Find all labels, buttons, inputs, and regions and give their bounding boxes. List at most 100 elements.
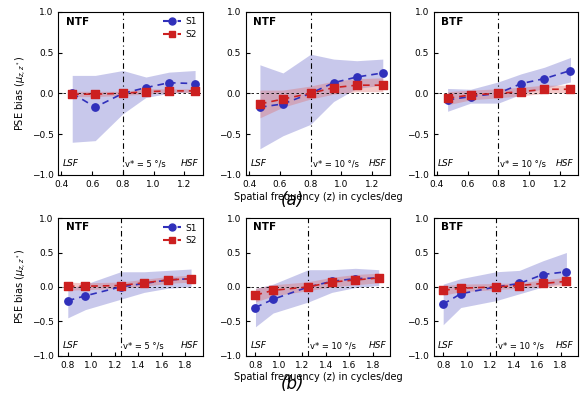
Point [251,292,260,298]
Point [562,278,571,285]
Text: HSF: HSF [556,159,574,168]
Point [140,280,149,286]
Point [327,278,336,285]
Point [566,67,575,73]
Point [163,277,172,283]
Point [352,82,361,88]
Text: v* = 10 °/s: v* = 10 °/s [500,159,547,168]
Legend: S1, S2: S1, S2 [162,16,198,40]
Point [515,282,524,288]
Text: HSF: HSF [369,341,386,350]
Point [251,304,260,310]
Point [164,80,173,86]
Text: HSF: HSF [181,159,199,168]
Point [255,104,265,110]
Point [63,298,72,304]
Y-axis label: PSE bias $({\mu}_{z,z^*})$: PSE bias $({\mu}_{z,z^*})$ [14,249,29,325]
X-axis label: Spatial frequency (z) in cycles/deg: Spatial frequency (z) in cycles/deg [234,191,402,202]
Point [515,280,524,286]
Text: NTF: NTF [65,17,89,27]
Point [306,90,315,96]
Text: v* = 5 °/s: v* = 5 °/s [125,159,166,168]
Point [374,275,384,281]
Text: (a): (a) [280,191,304,209]
Point [63,283,72,289]
Point [163,277,172,283]
Point [562,269,571,275]
Point [186,275,196,282]
Text: v* = 5 °/s: v* = 5 °/s [123,341,164,350]
Point [466,92,475,98]
Point [68,90,77,96]
Point [491,284,500,290]
Text: NTF: NTF [253,17,276,27]
Point [443,95,452,101]
Text: v* = 10 °/s: v* = 10 °/s [313,159,359,168]
Point [118,90,127,96]
Point [327,279,336,285]
Point [443,97,452,103]
Point [116,282,126,288]
Text: HSF: HSF [369,159,386,168]
Point [269,287,278,294]
Point [186,275,196,282]
Point [141,88,151,95]
X-axis label: Spatial frequency (z) in cycles/deg: Spatial frequency (z) in cycles/deg [234,372,402,382]
Point [255,101,265,107]
Point [91,104,100,110]
Point [81,283,90,289]
Point [164,88,173,94]
Text: v* = 10 °/s: v* = 10 °/s [311,341,356,350]
Point [439,301,448,307]
Point [540,75,549,82]
Point [304,284,313,290]
Point [350,275,360,282]
Point [517,88,526,95]
Point [141,84,151,91]
Point [466,94,475,100]
Point [456,291,465,297]
Point [306,90,315,96]
Text: HSF: HSF [181,341,199,350]
Text: LSF: LSF [251,159,266,168]
Point [304,284,313,290]
Text: LSF: LSF [62,341,79,350]
Text: LSF: LSF [251,341,266,350]
Point [538,271,548,277]
Point [493,90,503,96]
Point [493,90,503,96]
Point [378,82,387,88]
Point [190,81,200,87]
Text: LSF: LSF [62,159,79,168]
Point [269,296,278,303]
Point [538,280,548,286]
Text: NTF: NTF [253,222,276,232]
Text: NTF: NTF [65,222,89,232]
Point [190,88,200,94]
Point [116,284,126,290]
Point [279,101,288,107]
Text: v* = 10 °/s: v* = 10 °/s [498,341,544,350]
Point [517,81,526,87]
Point [329,80,338,86]
Point [350,277,360,283]
Text: (b): (b) [280,375,304,393]
Legend: S1, S2: S1, S2 [162,222,198,246]
Text: LSF: LSF [438,341,454,350]
Point [279,96,288,102]
Point [540,86,549,92]
Point [374,275,384,281]
Y-axis label: PSE bias $({\mu}_{z,z^*})$: PSE bias $({\mu}_{z,z^*})$ [14,56,29,131]
Point [378,70,387,76]
Point [118,90,127,96]
Point [566,86,575,92]
Point [456,285,465,292]
Point [81,293,90,299]
Point [352,74,361,80]
Point [91,91,100,97]
Point [68,91,77,97]
Text: HSF: HSF [556,341,574,350]
Text: BTF: BTF [441,222,463,232]
Text: LSF: LSF [438,159,454,168]
Point [491,284,500,290]
